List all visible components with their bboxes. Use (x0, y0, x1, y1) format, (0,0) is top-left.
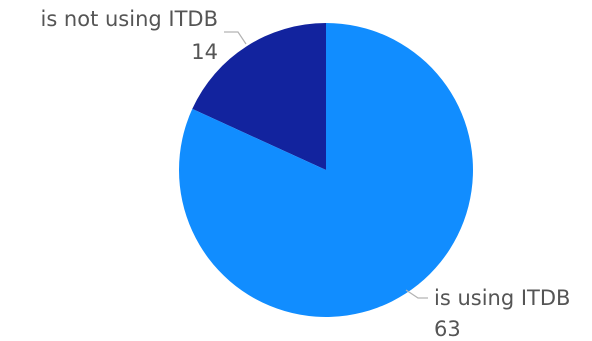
slice-label-is-using-itdb: is using ITDB (434, 286, 570, 310)
pie-slice-is-not-using-itdb (192, 23, 326, 170)
slice-value-is-using-itdb: 63 (434, 317, 461, 341)
slice-value-is-not-using-itdb: 14 (191, 40, 218, 64)
pie-slice-is-using-itdb (178, 23, 473, 317)
leader-line-is-not-using-itdb (224, 31, 247, 45)
slice-label-is-not-using-itdb: is not using ITDB (40, 7, 218, 31)
pie-slices (178, 23, 473, 317)
leader-line-is-using-itdb (405, 289, 428, 299)
